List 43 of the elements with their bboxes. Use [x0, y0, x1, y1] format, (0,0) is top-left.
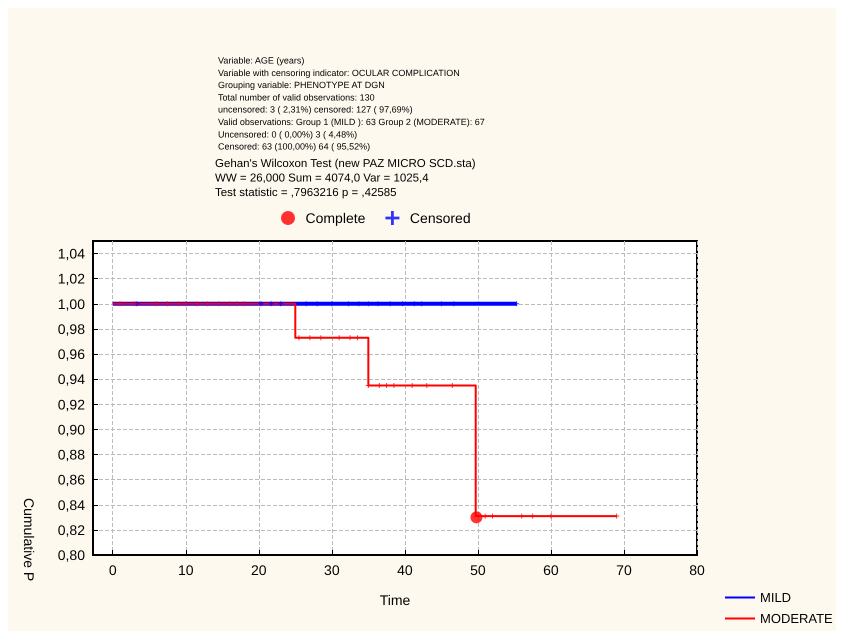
text: Grouping variable: PHENOTYPE AT DGN	[218, 80, 385, 90]
x-axis-title: Time	[380, 592, 411, 608]
y-tick-label: 1,04	[58, 246, 86, 262]
x-tick-label: 0	[108, 562, 117, 578]
y-tick-label: 0,84	[58, 496, 86, 513]
x-tick-label: 40	[397, 562, 413, 578]
y-tick-label: 0,96	[58, 346, 86, 362]
y-tick-label: 1,00	[58, 296, 86, 312]
y-tick-label: 0,90	[58, 421, 86, 438]
text: Gehan's Wilcoxon Test (new PAZ MICRO SCD.sta)	[215, 158, 476, 170]
legend-label: Censored	[410, 210, 471, 226]
y-tick-label: 0,88	[58, 446, 86, 463]
x-tick-label: 50	[470, 562, 486, 578]
point	[268, 301, 274, 306]
y-axis-title: Cumulative P	[21, 498, 37, 582]
point	[258, 301, 264, 306]
text: Variable with censoring indicator: OCULAR COMPLICATION	[218, 68, 460, 78]
legend-label: MILD	[760, 590, 792, 605]
text: WW = 26,000 Sum = 4074,0 Var = 1025,4	[215, 172, 430, 184]
legend-label: Complete	[306, 210, 366, 226]
point	[278, 301, 284, 306]
x-tick-label: 80	[689, 562, 705, 578]
x-tick-label: 20	[251, 562, 267, 578]
y-tick-label: 0,86	[58, 472, 86, 488]
text: Uncensored: 0 ( 0,00%) 3 ( 4,48%)	[218, 129, 358, 140]
legend-label: MODERATE	[760, 611, 834, 626]
x-tick-label: 10	[178, 562, 194, 578]
text: Total number of valid observations: 130	[218, 92, 375, 102]
y-tick-label: 0,98	[58, 320, 86, 337]
x-tick-label: 60	[543, 562, 559, 578]
text: Censored: 63 (100,00%) 64 ( 95,52%)	[218, 142, 370, 152]
text: Test statistic = ,7963216 p = ,42585	[215, 187, 397, 199]
y-tick-label: 0,80	[58, 547, 86, 563]
text: uncensored: 3 ( 2,31%) censored: 127 ( 97,69%)	[218, 104, 413, 115]
text: Variable: AGE (years)	[218, 56, 304, 66]
text: Valid observations: Group 1 (MILD ): 63 Group 2 (MODERATE): 67	[218, 117, 485, 127]
point	[470, 511, 482, 524]
y-tick-label: 1,02	[58, 270, 86, 287]
x-tick-label: 70	[616, 562, 632, 578]
y-tick-label: 0,82	[58, 522, 86, 538]
y-tick-label: 0,94	[58, 371, 86, 388]
x-tick-label: 30	[324, 562, 340, 578]
y-tick-label: 0,92	[58, 396, 86, 412]
